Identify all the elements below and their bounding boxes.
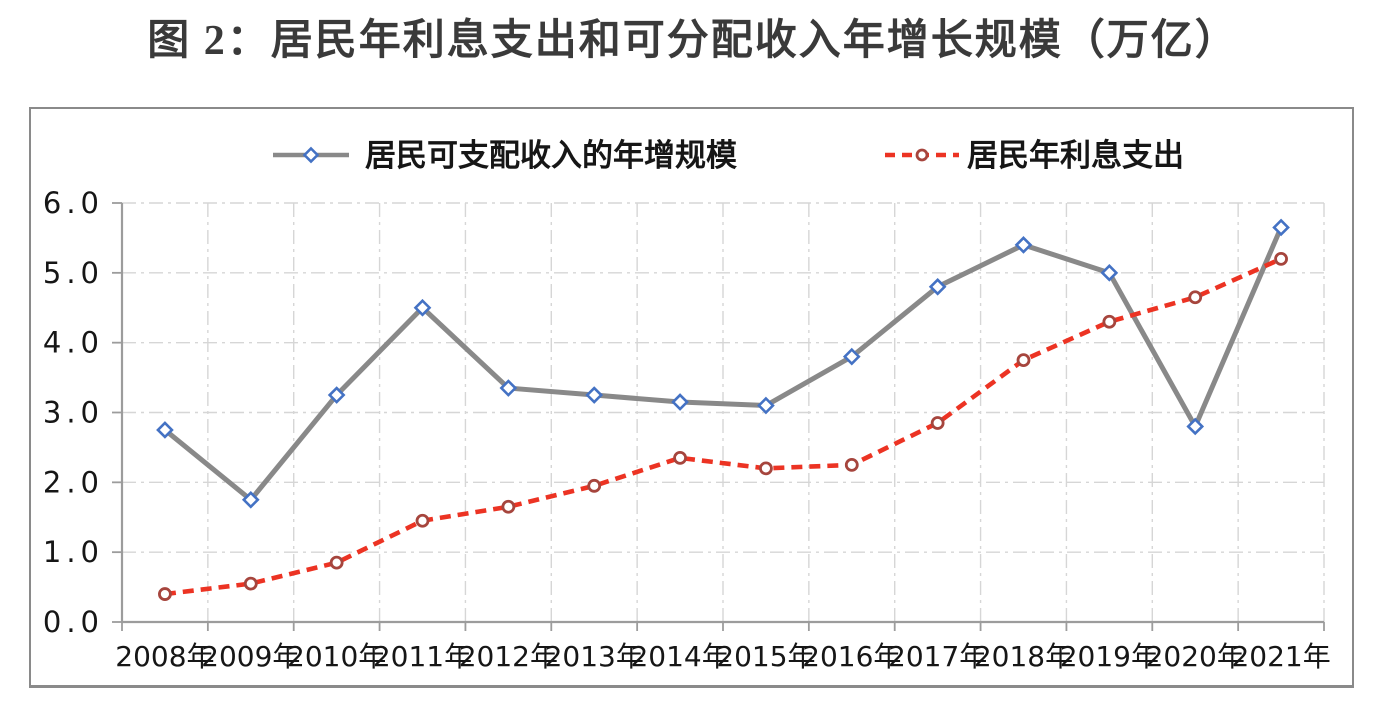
- interest-point-marker: [930, 416, 945, 430]
- income-point-marker: [1186, 417, 1205, 436]
- income-point-marker: [1272, 218, 1290, 237]
- y-tick-label: 5.0: [43, 256, 104, 290]
- x-tick-label: 2012年: [459, 640, 558, 673]
- income-point-marker: [413, 298, 432, 317]
- income-point-marker: [1014, 236, 1033, 254]
- income-point-marker: [928, 277, 947, 296]
- legend-interest-marker: [915, 148, 929, 162]
- interest-point-marker: [844, 457, 859, 472]
- income-point-marker: [241, 490, 260, 509]
- income-point-marker: [585, 386, 604, 404]
- x-tick-label: 2011年: [373, 640, 472, 673]
- x-tick-label: 2009年: [201, 640, 300, 673]
- income-point-marker: [1100, 263, 1119, 282]
- interest-series-line: [164, 256, 1283, 597]
- x-tick-label: 2008年: [115, 640, 214, 673]
- interest-point-marker: [1016, 353, 1031, 368]
- x-tick-label: 2014年: [630, 640, 729, 673]
- interest-point-marker: [1274, 251, 1288, 266]
- x-tick-label: 2016年: [802, 640, 901, 673]
- interest-point-marker: [587, 478, 602, 493]
- x-tick-label: 2017年: [888, 640, 987, 673]
- interest-point-marker: [158, 587, 172, 601]
- y-tick-label: 4.0: [43, 326, 104, 360]
- income-point-marker: [499, 379, 518, 397]
- chart-svg: 0.0 1.0 2.0 3.0 4.0 5.0 6.0 2008年2009年2010年2011…: [43, 138, 1331, 673]
- interest-point-marker: [329, 555, 344, 570]
- chart-title: 图 2：居民年利息支出和可分配收入年增长规模（万亿）: [147, 18, 1239, 64]
- legend-income-marker: [302, 146, 320, 164]
- income-point-marker: [842, 347, 861, 366]
- y-tick-label: 2.0: [43, 465, 104, 499]
- x-tick-label: 2019年: [1060, 640, 1159, 673]
- interest-point-marker: [1188, 290, 1203, 305]
- interest-point-marker: [759, 461, 773, 476]
- legend-interest-label: 居民年利息支出: [967, 138, 1184, 173]
- y-tick-label: 6.0: [43, 186, 104, 220]
- y-tick-label: 3.0: [43, 396, 104, 430]
- income-point-marker: [757, 396, 775, 415]
- interest-point-marker: [501, 499, 516, 514]
- interest-point-marker: [673, 450, 687, 465]
- income-point-marker: [671, 393, 689, 411]
- interest-point-marker: [243, 576, 258, 591]
- y-tick-label: 1.0: [43, 535, 104, 569]
- x-tick-label: 2018年: [974, 640, 1073, 673]
- chart-frame: 0.0 1.0 2.0 3.0 4.0 5.0 6.0 2008年 2009年 2010年 2011…: [29, 107, 1354, 688]
- x-tick-label: 2021年: [1231, 640, 1330, 673]
- y-tick-label: 0.0: [43, 605, 104, 639]
- income-series-line: [162, 224, 1284, 503]
- legend-income-label: 居民可支配收入的年增规模: [365, 138, 737, 173]
- interest-point-marker: [415, 513, 430, 528]
- x-tick-label: 2015年: [716, 640, 815, 673]
- x-tick-label: 2010年: [287, 640, 386, 673]
- x-tick-label: 2020年: [1146, 640, 1245, 673]
- income-point-marker: [156, 421, 174, 439]
- x-tick-label: 2013年: [545, 640, 644, 673]
- interest-point-marker: [1102, 314, 1117, 329]
- income-point-marker: [327, 386, 346, 404]
